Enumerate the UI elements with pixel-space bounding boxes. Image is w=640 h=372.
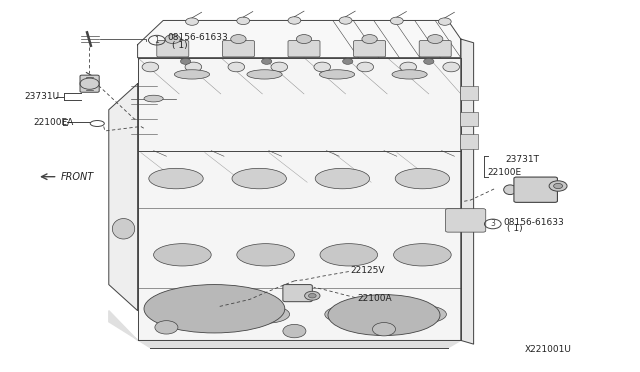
Circle shape: [180, 58, 191, 64]
Text: FRONT: FRONT: [61, 172, 94, 182]
Circle shape: [283, 324, 306, 338]
Circle shape: [296, 35, 312, 44]
Circle shape: [228, 62, 244, 72]
Circle shape: [305, 291, 320, 300]
FancyBboxPatch shape: [460, 112, 478, 126]
Polygon shape: [109, 84, 138, 311]
Ellipse shape: [158, 305, 206, 323]
Circle shape: [165, 35, 180, 44]
Ellipse shape: [144, 285, 285, 333]
Circle shape: [443, 62, 460, 72]
Ellipse shape: [113, 219, 135, 239]
Circle shape: [438, 18, 451, 25]
Circle shape: [372, 323, 396, 336]
Text: 1: 1: [154, 36, 159, 45]
Circle shape: [231, 35, 246, 44]
Ellipse shape: [394, 244, 451, 266]
Circle shape: [362, 35, 378, 44]
Ellipse shape: [149, 168, 204, 189]
Ellipse shape: [398, 305, 447, 323]
Circle shape: [424, 58, 434, 64]
Ellipse shape: [320, 244, 378, 266]
Ellipse shape: [241, 305, 289, 323]
Circle shape: [314, 62, 331, 72]
Circle shape: [308, 294, 316, 298]
Circle shape: [549, 181, 567, 191]
Polygon shape: [461, 39, 474, 344]
Ellipse shape: [174, 70, 210, 79]
FancyBboxPatch shape: [445, 209, 486, 232]
Ellipse shape: [247, 70, 282, 79]
Circle shape: [554, 183, 563, 189]
FancyBboxPatch shape: [460, 134, 478, 149]
Polygon shape: [138, 20, 461, 58]
Ellipse shape: [396, 168, 450, 189]
Text: 08156-61633: 08156-61633: [504, 218, 564, 227]
Text: 22100E: 22100E: [488, 169, 522, 177]
Circle shape: [186, 18, 198, 25]
Circle shape: [357, 62, 374, 72]
FancyBboxPatch shape: [354, 41, 385, 57]
FancyBboxPatch shape: [157, 41, 189, 57]
Circle shape: [400, 62, 417, 72]
FancyBboxPatch shape: [460, 86, 478, 100]
Ellipse shape: [90, 121, 104, 126]
FancyBboxPatch shape: [223, 41, 255, 57]
Circle shape: [237, 17, 250, 25]
Text: ( 1): ( 1): [507, 224, 522, 232]
FancyBboxPatch shape: [288, 41, 320, 57]
Ellipse shape: [319, 70, 355, 79]
Text: 22125V: 22125V: [351, 266, 385, 275]
FancyBboxPatch shape: [514, 177, 557, 202]
Ellipse shape: [144, 95, 163, 102]
Circle shape: [342, 58, 353, 64]
Text: 3: 3: [490, 219, 495, 228]
Circle shape: [271, 62, 287, 72]
Ellipse shape: [504, 185, 516, 195]
Ellipse shape: [392, 70, 428, 79]
Text: 23731U: 23731U: [24, 92, 60, 101]
Circle shape: [155, 321, 178, 334]
Text: 23731T: 23731T: [506, 155, 540, 164]
Circle shape: [390, 17, 403, 25]
Circle shape: [185, 62, 202, 72]
Circle shape: [142, 62, 159, 72]
Ellipse shape: [237, 244, 294, 266]
Ellipse shape: [324, 305, 372, 323]
Text: 22100A: 22100A: [357, 294, 392, 303]
Polygon shape: [109, 311, 461, 348]
FancyBboxPatch shape: [419, 41, 451, 57]
FancyBboxPatch shape: [283, 285, 312, 302]
Text: X221001U: X221001U: [525, 345, 572, 354]
Ellipse shape: [328, 295, 440, 336]
Text: 08156-61633: 08156-61633: [168, 33, 228, 42]
Ellipse shape: [316, 168, 370, 189]
Circle shape: [428, 35, 443, 44]
Circle shape: [339, 17, 352, 24]
FancyBboxPatch shape: [80, 75, 99, 92]
Ellipse shape: [232, 168, 287, 189]
Circle shape: [262, 58, 272, 64]
Ellipse shape: [154, 244, 211, 266]
Circle shape: [288, 17, 301, 24]
Polygon shape: [138, 58, 461, 340]
Text: 22100EA: 22100EA: [33, 118, 74, 126]
Text: ( 1): ( 1): [172, 41, 188, 49]
